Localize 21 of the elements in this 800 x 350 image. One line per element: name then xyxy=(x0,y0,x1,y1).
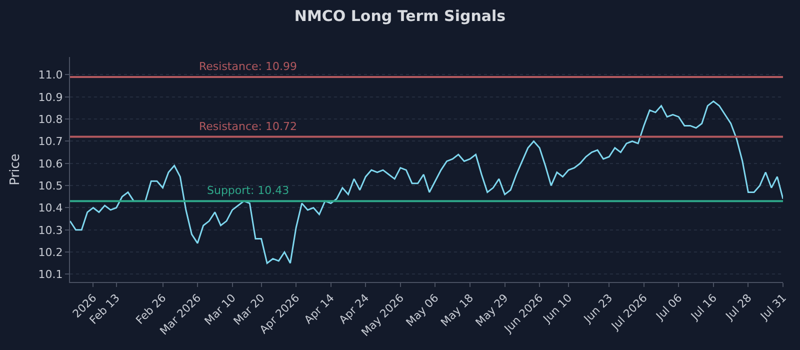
y-axis-title: Price xyxy=(8,154,24,186)
y-tick-label: 10.1 xyxy=(38,268,63,282)
y-tick-label: 10.2 xyxy=(38,246,63,259)
y-tick-label: 10.4 xyxy=(38,202,63,215)
line-series xyxy=(70,100,783,264)
ref-line-label: Resistance: 10.99 xyxy=(199,60,297,73)
x-tick-label: Apr 14 xyxy=(302,292,337,327)
ref-line-label: Resistance: 10.72 xyxy=(199,120,297,133)
x-tick-label: Jul 16 xyxy=(688,292,720,324)
chart-title: NMCO Long Term Signals xyxy=(294,7,506,25)
x-tick-label: Jul 31 xyxy=(757,292,790,324)
x-tick-label: Jul 06 xyxy=(653,292,685,324)
y-tick-label: 11.0 xyxy=(38,68,63,82)
y-tick-label: 10.6 xyxy=(38,157,63,170)
y-tick-label: 10.3 xyxy=(38,224,63,237)
y-tick-label: 10.9 xyxy=(38,90,63,104)
x-tick-label: Jul 28 xyxy=(722,292,754,324)
ref-line-label: Support: 10.43 xyxy=(207,184,290,197)
y-tick-label: 10.5 xyxy=(38,179,63,192)
y-tick-label: 10.7 xyxy=(38,135,63,148)
y-tick-label: 10.8 xyxy=(38,112,63,126)
